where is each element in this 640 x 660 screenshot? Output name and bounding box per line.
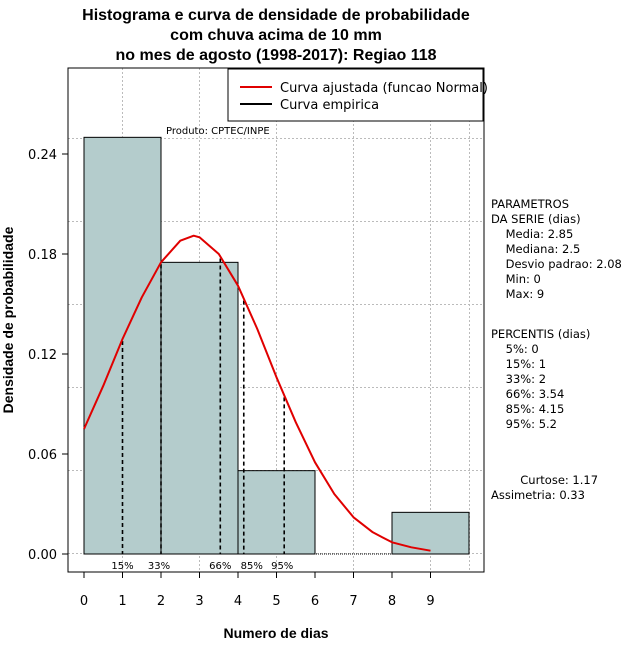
histogram-bar xyxy=(237,470,316,555)
x-tick-label: 9 xyxy=(426,594,434,609)
percentile-label: 85% xyxy=(241,561,263,572)
chart-title-line: no mes de agosto (1998-2017): Regiao 118 xyxy=(115,47,436,64)
percentiles-block-line: PERCENTIS (dias) xyxy=(491,327,590,341)
y-tick-label: 0.24 xyxy=(28,148,57,163)
series-parameters-line: Max: 9 xyxy=(491,287,544,301)
percentiles-block-line: 85%: 4.15 xyxy=(491,402,564,416)
chart-title: Histograma e curva de densidade de proba… xyxy=(82,7,470,64)
x-tick-label: 4 xyxy=(234,594,242,609)
chart-title-line: com chuva acima de 10 mm xyxy=(170,27,382,44)
series-parameters: PARAMETROS DA SERIE (dias) Media: 2.85 Me… xyxy=(491,197,622,301)
legend-label-empirical: Curva empirica xyxy=(280,98,379,113)
percentile-label: 15% xyxy=(111,561,133,572)
x-tick-label: 0 xyxy=(80,594,88,609)
x-tick-label: 8 xyxy=(388,594,396,609)
x-tick-label: 2 xyxy=(157,594,165,609)
percentiles-block-line: 33%: 2 xyxy=(491,372,546,386)
percentiles-block-line: 5%: 0 xyxy=(491,342,539,356)
legend-label-fitted: Curva ajustada (funcao Normal) xyxy=(280,81,488,96)
series-parameters-line: Media: 2.85 xyxy=(491,227,573,241)
legend: Curva ajustada (funcao Normal) Curva empi… xyxy=(227,68,488,122)
percentiles-block-line: 15%: 1 xyxy=(491,357,546,371)
percentile-label: 66% xyxy=(209,561,231,572)
fitted-curve-group xyxy=(83,234,431,552)
statistics-panel: PARAMETROS DA SERIE (dias) Media: 2.85 Me… xyxy=(491,197,622,502)
x-axis-label: Numero de dias xyxy=(223,625,328,641)
axes: 0 1 2 3 4 5 6 7 8 9 0.00 0.06 0.12 0.18 0.24 Numero de … xyxy=(0,67,485,641)
y-tick-label: 0.00 xyxy=(28,548,57,563)
series-parameters-line: DA SERIE (dias) xyxy=(491,212,581,226)
percentile-lines: 15% 33% 66% 85% 95% xyxy=(111,258,293,572)
series-parameters-line: Mediana: 2.5 xyxy=(491,242,580,256)
legend-box xyxy=(227,68,484,122)
y-tick-label: 0.12 xyxy=(28,348,57,363)
x-tick-label: 5 xyxy=(272,594,280,609)
credit-label: Produto: CPTEC/INPE xyxy=(166,126,270,137)
series-parameters-line: Desvio padrao: 2.08 xyxy=(491,257,622,271)
shape-stats: Curtose: 1.17 Assimetria: 0.33 xyxy=(491,473,598,502)
x-tick-label: 1 xyxy=(118,594,126,609)
shape-stats-line: Curtose: 1.17 xyxy=(491,473,598,487)
y-tick-label: 0.06 xyxy=(28,448,57,463)
y-axis-label: Densidade de probabilidade xyxy=(0,226,16,413)
percentiles-block: PERCENTIS (dias) 5%: 0 15%: 1 33%: 2 66%… xyxy=(491,327,590,431)
histogram-bar xyxy=(391,511,470,555)
percentile-label: 33% xyxy=(148,561,170,572)
shape-stats-line: Assimetria: 0.33 xyxy=(491,488,585,502)
percentiles-block-line: 95%: 5.2 xyxy=(491,417,557,431)
chart-title-line: Histograma e curva de densidade de proba… xyxy=(82,7,470,24)
x-tick-label: 3 xyxy=(195,594,203,609)
x-tick-label: 7 xyxy=(349,594,357,609)
x-tick-label: 6 xyxy=(311,594,319,609)
y-tick-label: 0.18 xyxy=(28,248,57,263)
series-parameters-line: PARAMETROS xyxy=(491,197,569,211)
percentiles-block-line: 66%: 3.54 xyxy=(491,387,564,401)
histogram-bar xyxy=(160,261,239,555)
fitted-curve xyxy=(83,234,431,552)
percentile-label: 95% xyxy=(271,561,293,572)
series-parameters-line: Min: 0 xyxy=(491,272,541,286)
